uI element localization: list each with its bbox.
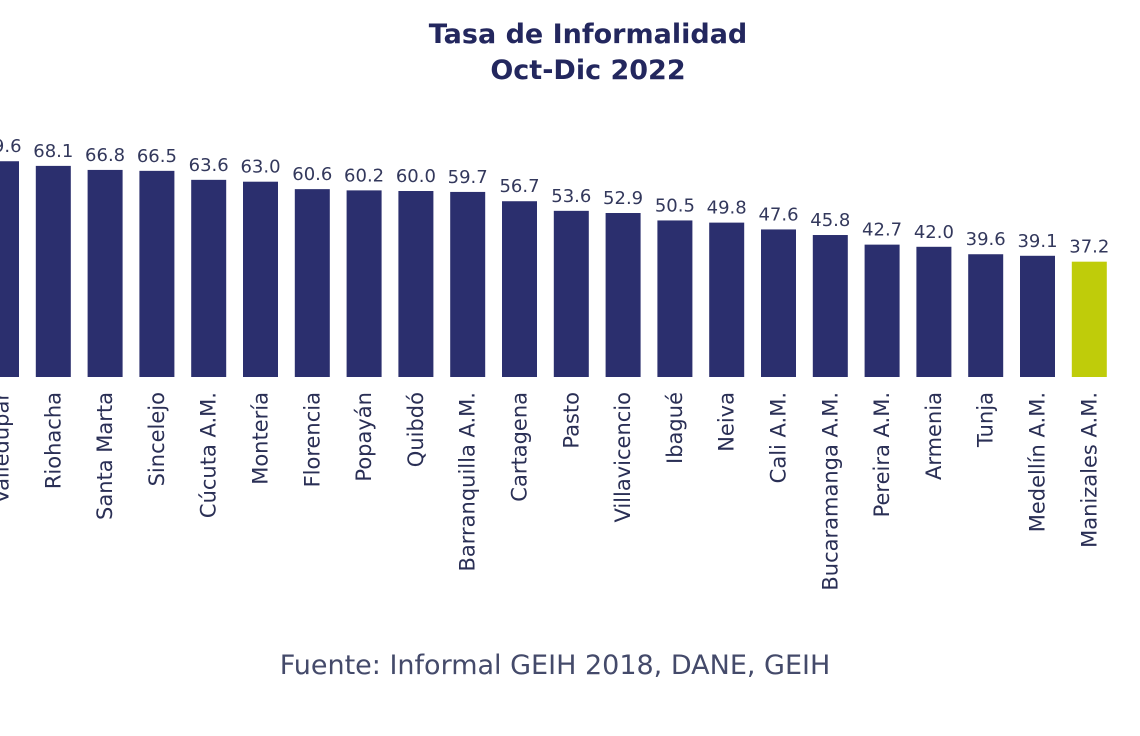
bar-neiva (709, 222, 745, 377)
category-label: Cartagena (508, 392, 532, 502)
source-note: Fuente: Informal GEIH 2018, DANE, GEIH (279, 650, 831, 681)
value-label: 68.1 (33, 141, 73, 162)
category-label: Santa Marta (93, 392, 117, 520)
bar-pereira-a-m- (864, 244, 900, 377)
value-label: 47.6 (758, 204, 798, 225)
bar-medell-n-a-m- (1020, 255, 1055, 377)
category-label: Cali A.M. (767, 392, 791, 483)
bar-barranquilla-a-m- (450, 191, 486, 377)
category-label: Cúcuta A.M. (197, 392, 221, 518)
value-label: 39.1 (1017, 231, 1057, 252)
bar-cali-a-m- (761, 229, 796, 377)
value-label: 60.2 (344, 165, 384, 186)
bar-quibd- (398, 191, 434, 377)
value-label: 53.6 (551, 186, 591, 207)
value-label: 49.8 (707, 198, 747, 219)
bar-sincelejo (139, 170, 175, 377)
category-label: Sincelejo (145, 392, 169, 486)
category-label: Quibdó (404, 392, 428, 467)
bar-c-cuta-a-m- (191, 179, 227, 377)
category-label: Bucaramanga A.M. (818, 392, 842, 591)
value-label: 59.7 (448, 167, 488, 188)
value-label: 60.6 (292, 164, 332, 185)
value-label: 42.7 (862, 220, 902, 241)
bar-florencia (294, 189, 330, 377)
category-label: Manizales A.M. (1077, 392, 1101, 548)
value-label: 45.8 (810, 210, 850, 231)
bar-villavicencio (605, 213, 641, 377)
bar-santa-marta (87, 169, 123, 377)
category-label: Armenia (922, 392, 946, 480)
bar-bucaramanga-a-m- (812, 235, 848, 377)
bar-cartagena (502, 201, 537, 377)
bar-pasto (553, 210, 589, 377)
category-label: Medellín A.M. (1026, 392, 1050, 532)
bar-manizales-a-m- (1071, 261, 1107, 377)
category-label: Riohacha (41, 392, 65, 489)
bar-monter-a (243, 181, 278, 377)
category-label: Valledupar (0, 392, 14, 504)
bar-armenia (916, 246, 952, 377)
category-label: Florencia (300, 392, 324, 487)
category-label: Ibagué (663, 392, 687, 464)
category-label: Pereira A.M. (870, 392, 894, 517)
category-label: Montería (249, 392, 273, 485)
category-label: Popayán (352, 392, 376, 482)
value-label: 39.6 (966, 229, 1006, 250)
value-label: 50.5 (655, 195, 695, 216)
value-label: 52.9 (603, 188, 643, 209)
chart-subtitle: Oct-Dic 2022 (490, 55, 686, 86)
value-label: 66.8 (85, 145, 125, 166)
chart-title: Tasa de Informalidad (428, 19, 748, 50)
value-label: 37.2 (1069, 237, 1109, 258)
value-label: 63.0 (240, 157, 280, 178)
bar-ibagu- (657, 220, 693, 377)
value-label: 63.6 (189, 155, 229, 176)
bar-popay-n (346, 190, 382, 377)
value-label: 56.7 (499, 176, 539, 197)
bar-valledupar (0, 161, 19, 377)
value-label: 66.5 (137, 146, 177, 167)
value-label: 60.0 (396, 166, 436, 187)
category-label: Villavicencio (611, 392, 635, 523)
category-label: Neiva (715, 392, 739, 452)
bar-riohacha (35, 165, 71, 377)
category-label: Tunja (974, 392, 998, 448)
value-label: 42.0 (914, 222, 954, 243)
category-label: Barranquilla A.M. (456, 392, 480, 572)
category-label: Pasto (559, 392, 583, 449)
bar-tunja (968, 254, 1004, 377)
value-label: 69.6 (0, 136, 22, 157)
